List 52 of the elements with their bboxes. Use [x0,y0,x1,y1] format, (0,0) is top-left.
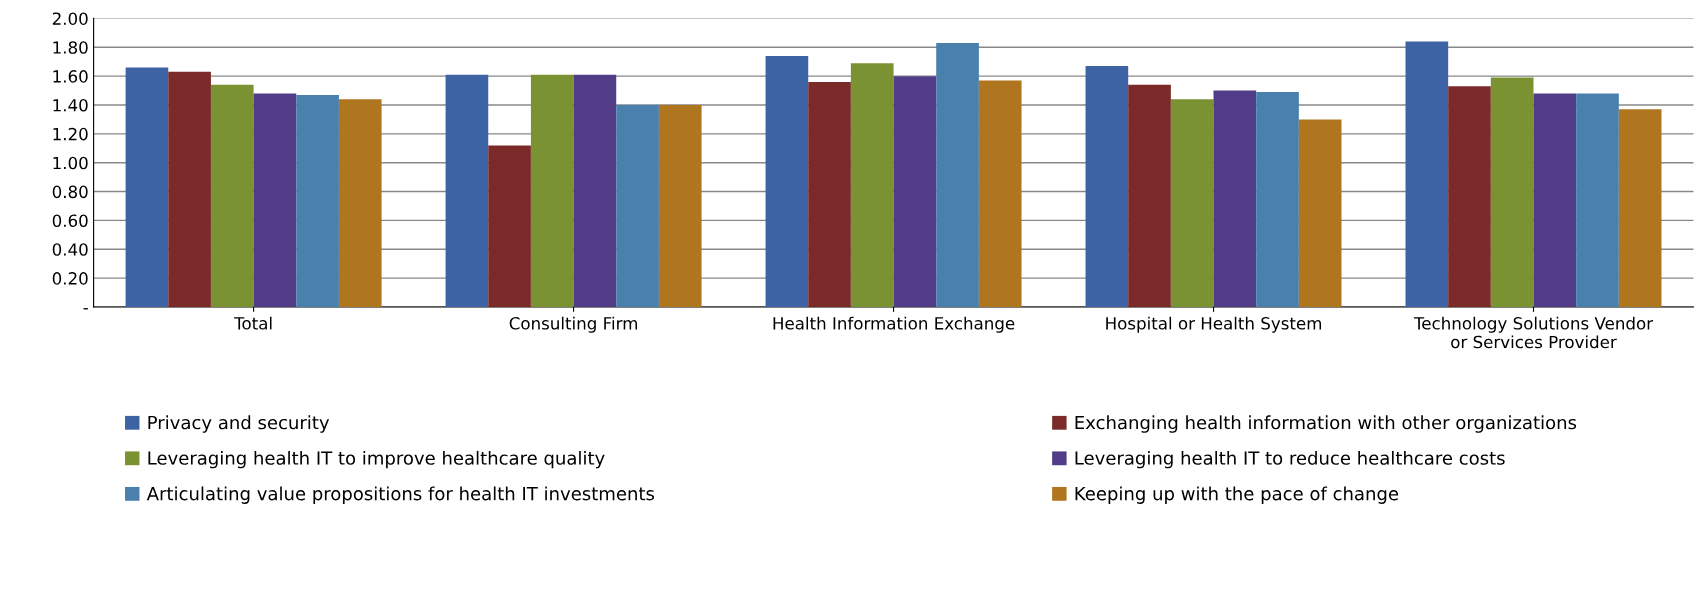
bar [488,145,531,307]
bar [658,104,702,307]
legend-label: Leveraging health IT to improve healthcare quality [148,450,605,469]
y-tick-label: 0.60 [52,214,88,227]
bar [1213,90,1257,307]
bar [1576,93,1619,307]
bar [1128,84,1171,307]
bar [253,93,297,307]
y-tick-label: 0.80 [52,185,88,199]
bar [1490,77,1534,307]
bar [1405,41,1449,307]
legend-label: Leveraging health IT to reduce healthcare costs [1075,450,1505,469]
bar [765,55,809,307]
bar [530,74,574,307]
bar [616,104,659,307]
bar [445,74,489,307]
bar [1533,93,1577,307]
bar [296,94,339,307]
y-tick-label: 1.80 [53,41,88,54]
y-tick-label: 1.40 [53,98,88,112]
bar [893,76,937,307]
bar [168,71,211,307]
legend-label: Exchanging health information with other organizations [1075,415,1577,433]
bar [936,42,979,307]
legend-label: Keeping up with the pace of change [1075,486,1399,504]
y-tick-label: 0.40 [52,243,88,256]
x-tick-label: Hospital or Health System [1106,316,1322,333]
x-tick-label: Technology Solutions Vendor or Services Provider [1413,316,1654,349]
y-tick-label: 1.60 [53,70,88,83]
bar [1618,109,1662,307]
bar [1298,119,1342,307]
x-tick-label: Health Information Exchange [773,316,1015,333]
bar [808,81,851,307]
y-tick-label: 0.20 [52,272,88,285]
bar [850,63,894,307]
bar [1256,92,1299,307]
bar [1085,66,1129,307]
bar [573,74,617,307]
bar [1448,86,1491,307]
bar [1170,99,1214,307]
bar [210,84,254,307]
bar [338,99,382,307]
y-tick-label: - [83,308,88,310]
y-tick-label: 2.00 [52,12,88,25]
y-tick-label: 1.00 [53,156,88,170]
x-tick-label: Consulting Firm [509,316,637,333]
y-tick-label: 1.20 [53,127,88,141]
legend-label: Privacy and security [148,415,330,433]
x-tick-label: Total [234,316,272,330]
legend-label: Articulating value propositions for health IT investments [146,486,655,504]
bar [125,67,169,307]
bar [978,80,1022,307]
